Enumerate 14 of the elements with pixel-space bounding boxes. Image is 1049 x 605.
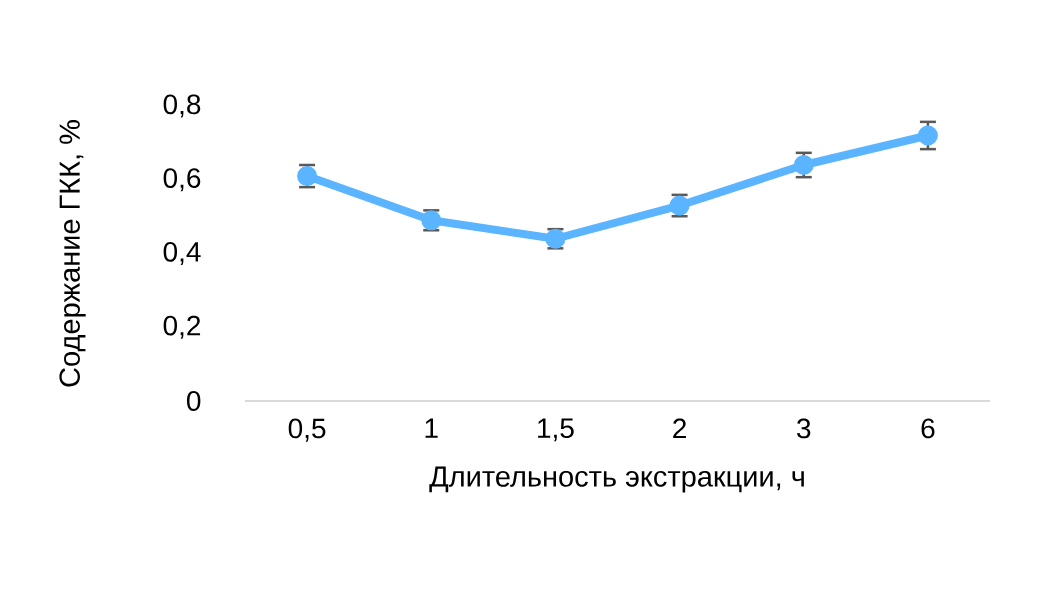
x-tick-label: 2 xyxy=(673,418,686,439)
x-tick-label: 0,5 xyxy=(288,418,326,442)
x-tick-label: 6 xyxy=(921,418,935,439)
y-tick-label: 0,6 xyxy=(163,168,201,192)
x-axis-title: Длительность экстракции, ч xyxy=(429,466,804,493)
y-tick-label: 0,4 xyxy=(163,241,201,266)
y-axis-title: Содержание ГКК, % xyxy=(59,120,86,387)
x-tick-label: 1 xyxy=(425,418,438,438)
x-tick-label: 3 xyxy=(797,418,811,439)
x-tick-label: 1,5 xyxy=(538,418,574,442)
y-tick-label: 0,2 xyxy=(163,315,201,339)
y-tick-label: 0 xyxy=(186,391,201,411)
point xyxy=(917,125,938,146)
y-tick-label: 0,8 xyxy=(163,94,201,118)
